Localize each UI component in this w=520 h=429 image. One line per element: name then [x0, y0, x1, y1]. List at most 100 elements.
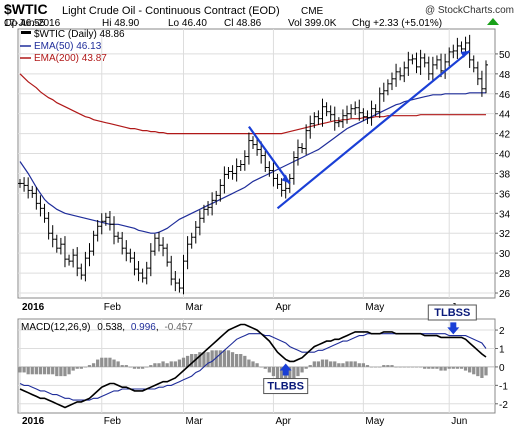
- price-bar: [83, 251, 88, 282]
- price-bar: [58, 237, 63, 255]
- price-bar: [365, 110, 370, 124]
- macd-x-tick-label: 2016: [22, 416, 45, 427]
- histogram-bar: [202, 352, 206, 367]
- price-bar: [377, 87, 382, 118]
- quote-date: 17-Jun-2016: [4, 18, 61, 29]
- histogram-bar: [484, 366, 488, 376]
- macd-y-tick-label: 0: [499, 363, 505, 374]
- price-bar: [79, 263, 84, 280]
- price-bar: [30, 185, 35, 198]
- histogram-bar: [46, 366, 51, 375]
- histogram-bar: [18, 366, 22, 373]
- histogram-bar: [87, 365, 92, 367]
- macd-x-axis: 2016 Feb Mar Apr May Jun: [22, 416, 467, 427]
- histogram-bar: [427, 366, 431, 369]
- histogram-bar: [292, 366, 296, 380]
- histogram-bar: [296, 366, 300, 377]
- price-bar: [161, 237, 166, 257]
- histogram-bar: [145, 366, 149, 368]
- price-bar: [144, 261, 149, 285]
- histogram-bar: [472, 366, 476, 375]
- histogram-bar: [418, 366, 423, 368]
- x-tick-label: Apr: [275, 302, 291, 313]
- y-tick-label: 34: [499, 209, 511, 220]
- instrument-name: Light Crude Oil - Continuous Contract (E…: [62, 5, 280, 17]
- histogram-bar: [329, 361, 333, 367]
- histogram-bar: [267, 366, 271, 373]
- price-bar: [103, 212, 108, 226]
- price-bar: [218, 179, 223, 202]
- price-bar: [357, 99, 362, 121]
- price-bar: [398, 67, 403, 81]
- histogram-bar: [365, 365, 370, 367]
- histogram-bar: [414, 366, 419, 368]
- price-bar: [201, 204, 206, 223]
- price-bar: [271, 162, 276, 187]
- price-y-axis: 26 28 30 32 34 36 38 40 42 44 46 48 50: [495, 50, 511, 300]
- histogram-bar: [42, 366, 47, 375]
- y-tick-label: 40: [499, 150, 511, 161]
- price-bar: [434, 55, 439, 70]
- histogram-bar: [173, 361, 177, 367]
- histogram-bar: [439, 366, 443, 371]
- macd-sep-2: ,: [156, 322, 159, 333]
- price-bar: [185, 236, 190, 270]
- x-tick-label: Mar: [186, 302, 204, 313]
- macd-x-tick-label: Feb: [104, 416, 122, 427]
- stat-vol: Vol 399.0K: [288, 18, 337, 29]
- histogram-bar: [263, 366, 267, 369]
- price-bar: [447, 47, 452, 67]
- histogram-bar: [312, 361, 316, 367]
- y-tick-label: 44: [499, 110, 511, 121]
- price-bar: [300, 143, 305, 154]
- price-bar: [459, 41, 464, 54]
- price-bar: [214, 190, 219, 205]
- price-bar: [418, 49, 423, 75]
- price-bar: [222, 166, 227, 194]
- legend-ema50: EMA(50) 46.13: [34, 41, 102, 52]
- histogram-bar: [324, 359, 329, 367]
- macd-y-tick-label: 1: [499, 344, 505, 355]
- price-bar: [479, 70, 484, 97]
- y-tick-label: 30: [499, 249, 511, 260]
- price-bar: [230, 165, 235, 180]
- stat-op: Op 46.55: [4, 18, 46, 29]
- price-bar: [320, 98, 325, 127]
- y-tick-label: 38: [499, 169, 511, 180]
- histogram-bar: [132, 366, 137, 369]
- price-bar: [128, 248, 133, 263]
- histogram-bar: [210, 350, 214, 367]
- histogram-bar: [157, 363, 161, 367]
- histogram-bar: [480, 366, 484, 378]
- macd-y-tick-label: -1: [499, 381, 508, 392]
- price-bar: [394, 63, 399, 87]
- macd-series: [18, 323, 488, 409]
- price-bar: [422, 53, 427, 68]
- price-bar: [316, 110, 321, 125]
- histogram-bar: [96, 359, 100, 367]
- price-bar: [18, 178, 22, 188]
- quote-stats: Op 46.55 Hi 48.90 Lo 46.40 Cl 48.86 Vol 399.…: [4, 18, 499, 29]
- histogram-bar: [341, 363, 345, 367]
- histogram-bar: [275, 366, 280, 380]
- stat-hi: Hi 48.90: [102, 18, 140, 29]
- histogram-bar: [463, 366, 468, 371]
- price-bar: [238, 160, 243, 171]
- histogram-bar: [239, 354, 243, 367]
- histogram-bar: [316, 361, 321, 367]
- macd-sep-1: ,: [122, 322, 125, 333]
- symbol: $WTIC: [4, 1, 48, 17]
- histogram-bar: [406, 366, 410, 368]
- histogram-bar: [382, 365, 386, 367]
- histogram-bar: [394, 366, 398, 368]
- price-bar: [124, 240, 129, 262]
- histogram-bar: [410, 366, 415, 368]
- price-bar: [287, 173, 292, 193]
- histogram-bar: [136, 366, 141, 369]
- histogram-bar: [83, 366, 88, 368]
- price-legend: $WTIC (Daily) 48.86 EMA(50) 46.13 EMA(20…: [20, 29, 125, 64]
- price-bar: [99, 213, 104, 235]
- price-bar: [475, 61, 480, 86]
- histogram-bar: [177, 359, 182, 367]
